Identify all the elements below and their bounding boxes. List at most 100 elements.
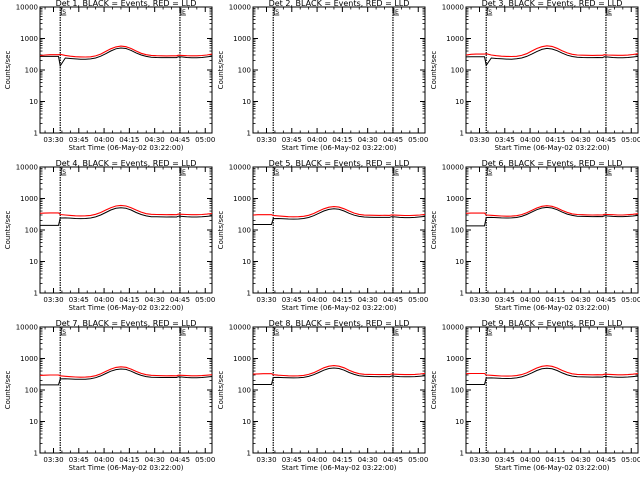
y-tick-label: 1: [460, 450, 464, 458]
x-tick-label: 04:30: [571, 456, 591, 464]
x-tick-label: 03:30: [469, 456, 489, 464]
marker-bracket: [273, 8, 280, 16]
x-tick-label: 04:45: [383, 136, 403, 144]
end-marker-label: E: [608, 9, 612, 16]
y-tick-label: 1000: [446, 355, 464, 363]
marker-bracket: [60, 168, 67, 176]
lld-series-line: [39, 366, 213, 378]
y-axis-label: Counts/sec: [4, 51, 12, 90]
x-tick-label: 04:00: [307, 296, 327, 304]
panel-title: Det 1, BLACK = Events, RED = LLD: [56, 0, 197, 8]
start-marker-label: S: [488, 169, 492, 176]
panel-title: Det 6, BLACK = Events, RED = LLD: [482, 159, 623, 168]
panel-det-9: Det 9, BLACK = Events, RED = LLD 1 10 100 10…: [430, 319, 640, 472]
x-tick-label: 04:30: [358, 296, 378, 304]
x-tick-label: 03:30: [469, 136, 489, 144]
y-tick-label: 1000: [446, 35, 464, 43]
x-tick-label: 04:15: [119, 296, 139, 304]
x-axis-label: Start Time (06-May-02 03:22:00): [494, 464, 609, 472]
end-marker-label: E: [395, 169, 399, 176]
x-tick-label: 03:30: [256, 456, 276, 464]
plot-frame: [465, 6, 639, 134]
x-tick-label: 05:00: [408, 296, 428, 304]
x-tick-label: 05:00: [195, 456, 215, 464]
y-tick-label: 1000: [233, 35, 251, 43]
x-tick-label: 04:15: [545, 296, 565, 304]
panel-title: Det 5, BLACK = Events, RED = LLD: [269, 159, 410, 168]
end-marker-label: E: [395, 329, 399, 336]
start-marker-label: S: [275, 329, 279, 336]
marker-bracket: [273, 328, 280, 336]
x-tick-label: 05:00: [195, 296, 215, 304]
panel-title: Det 3, BLACK = Events, RED = LLD: [482, 0, 623, 8]
y-tick-label: 100: [25, 227, 38, 235]
end-marker-label: E: [608, 169, 612, 176]
x-tick-label: 04:30: [571, 136, 591, 144]
y-tick-label: 10: [29, 258, 38, 266]
start-marker-label: S: [62, 9, 66, 16]
x-tick-label: 05:00: [621, 296, 640, 304]
y-tick-label: 10000: [229, 4, 251, 12]
marker-bracket: [273, 168, 280, 176]
x-tick-label: 03:45: [495, 456, 515, 464]
lld-series-line: [39, 204, 213, 217]
x-tick-label: 03:45: [282, 456, 302, 464]
x-axis-label: Start Time (06-May-02 03:22:00): [494, 144, 609, 152]
y-axis-label: Counts/sec: [430, 51, 438, 90]
plot-frame: [252, 166, 426, 294]
x-tick-label: 03:45: [69, 136, 89, 144]
x-tick-label: 04:15: [545, 456, 565, 464]
x-tick-label: 04:15: [332, 136, 352, 144]
y-tick-label: 100: [451, 67, 464, 75]
y-tick-label: 10: [242, 258, 251, 266]
y-tick-label: 1: [460, 290, 464, 298]
events-series-line: [40, 207, 213, 226]
start-marker-label: S: [488, 9, 492, 16]
y-tick-label: 1000: [233, 195, 251, 203]
y-tick-label: 10000: [16, 164, 38, 172]
x-tick-label: 04:45: [170, 456, 190, 464]
x-tick-label: 04:15: [119, 456, 139, 464]
marker-bracket: [606, 328, 612, 336]
x-tick-label: 04:00: [94, 456, 114, 464]
y-tick-label: 1000: [20, 35, 38, 43]
y-tick-label: 1: [247, 450, 251, 458]
marker-bracket: [180, 168, 186, 176]
x-tick-label: 03:45: [495, 136, 515, 144]
y-tick-label: 10000: [442, 324, 464, 332]
y-axis-label: Counts/sec: [217, 211, 225, 250]
x-tick-label: 03:30: [469, 296, 489, 304]
x-tick-label: 04:30: [145, 456, 165, 464]
x-tick-label: 03:45: [69, 456, 89, 464]
y-tick-label: 10000: [16, 4, 38, 12]
y-tick-label: 100: [451, 227, 464, 235]
marker-bracket: [180, 8, 186, 16]
y-tick-label: 10000: [442, 164, 464, 172]
x-tick-label: 04:30: [358, 136, 378, 144]
y-tick-label: 1: [34, 290, 38, 298]
x-tick-label: 03:30: [43, 136, 63, 144]
x-axis-label: Start Time (06-May-02 03:22:00): [281, 464, 396, 472]
lld-series-line: [465, 205, 639, 217]
x-tick-label: 04:15: [332, 296, 352, 304]
plot-frame: [252, 326, 426, 454]
x-tick-label: 04:45: [596, 296, 616, 304]
marker-bracket: [393, 168, 399, 176]
y-tick-label: 10: [29, 418, 38, 426]
lld-series-line: [252, 365, 426, 377]
lld-series-line: [465, 365, 639, 377]
plot-frame: [465, 326, 639, 454]
plot-frame: [39, 166, 213, 294]
x-tick-label: 03:30: [43, 296, 63, 304]
lld-series-line: [252, 206, 426, 218]
x-tick-label: 05:00: [408, 456, 428, 464]
x-tick-label: 04:15: [332, 456, 352, 464]
y-tick-label: 100: [238, 387, 251, 395]
x-tick-label: 03:30: [256, 136, 276, 144]
events-series-line: [253, 208, 426, 225]
y-tick-label: 10000: [442, 4, 464, 12]
start-marker-label: S: [488, 329, 492, 336]
x-tick-label: 04:30: [571, 296, 591, 304]
y-tick-label: 1000: [446, 195, 464, 203]
panel-det-6: Det 6, BLACK = Events, RED = LLD 1 10 100 10…: [430, 159, 640, 312]
